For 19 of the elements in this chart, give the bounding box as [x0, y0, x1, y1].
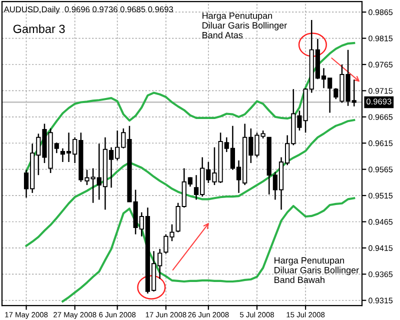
line-series [25, 42, 356, 172]
text: AUDUSD,Daily 0.9696 0.9736 0.9685 0.9693 [4, 6, 173, 14]
y-tick-label: 0.9565 [368, 166, 393, 172]
y-tick-label: 0.9415 [368, 245, 393, 251]
y-tick-label: 0.9515 [368, 192, 393, 199]
annotation: Harga Penutupan Diluar Garis Bollinger Band Bawah [274, 257, 359, 284]
y-tick-label: 0.9315 [368, 298, 393, 304]
line-series [25, 119, 356, 247]
y-tick-label: 0.9465 [368, 219, 393, 225]
y-tick-label: 0.9665 [368, 114, 393, 120]
y-tick-label: 0.9365 [368, 271, 393, 278]
text: Gambar 3 [13, 24, 65, 34]
y-tick-label: 0.9815 [368, 36, 393, 42]
y-tick-label: 0.9865 [368, 9, 393, 16]
y-tick-label: 0.9615 [368, 140, 393, 146]
y-tick-label: 0.9765 [368, 62, 393, 68]
annotation: Harga Penutupan Diluar Garis Bollinger Band Atas [202, 12, 287, 38]
y-tick-label: 0.9715 [368, 88, 393, 94]
ref-line-label: 0.9693 [366, 98, 392, 104]
